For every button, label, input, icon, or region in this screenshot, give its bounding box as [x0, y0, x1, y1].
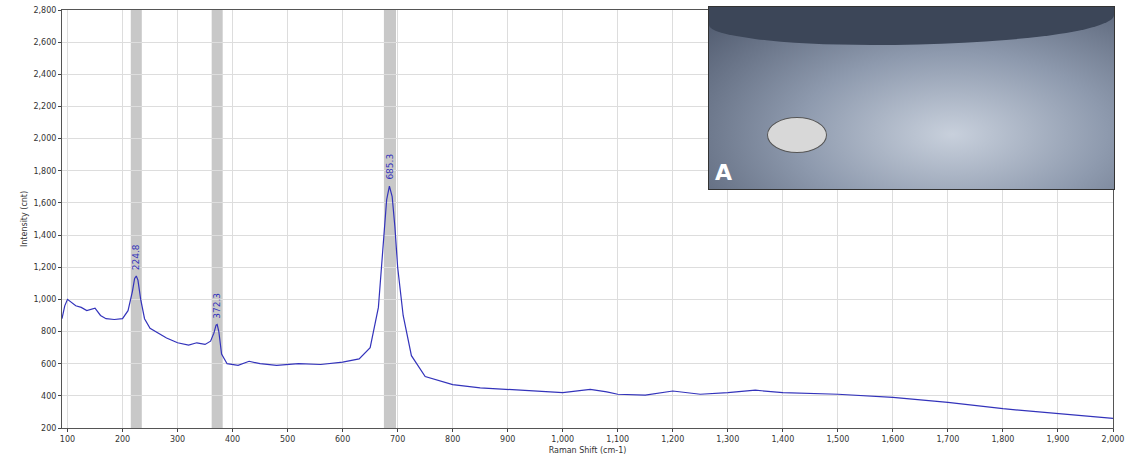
- svg-text:100: 100: [60, 435, 75, 444]
- svg-text:1,200: 1,200: [33, 263, 56, 272]
- svg-text:1,000: 1,000: [33, 295, 56, 304]
- svg-text:1,400: 1,400: [33, 231, 56, 240]
- html-text:A: A: [715, 160, 732, 185]
- svg-text:700: 700: [390, 435, 405, 444]
- svg-text:600: 600: [41, 359, 56, 368]
- svg-text:1,400: 1,400: [771, 435, 794, 444]
- svg-text:1,100: 1,100: [606, 435, 629, 444]
- svg-text:2,600: 2,600: [33, 38, 56, 47]
- svg-text:800: 800: [445, 435, 460, 444]
- svg-text:685.3: 685.3: [385, 154, 395, 180]
- svg-text:500: 500: [280, 435, 295, 444]
- svg-text:2,400: 2,400: [33, 70, 56, 79]
- svg-text:Raman Shift (cm-1): Raman Shift (cm-1): [549, 446, 627, 455]
- svg-text:1,800: 1,800: [991, 435, 1014, 444]
- svg-text:2,200: 2,200: [33, 102, 56, 111]
- svg-text:2,000: 2,000: [1102, 435, 1125, 444]
- svg-text:1,500: 1,500: [826, 435, 849, 444]
- svg-text:224.8: 224.8: [131, 244, 141, 270]
- svg-text:1,800: 1,800: [33, 167, 56, 176]
- svg-text:200: 200: [41, 424, 56, 433]
- svg-text:800: 800: [41, 327, 56, 336]
- svg-text:600: 600: [335, 435, 350, 444]
- svg-text:Intensity (cnt): Intensity (cnt): [20, 191, 29, 247]
- svg-text:1,300: 1,300: [716, 435, 739, 444]
- svg-text:400: 400: [41, 392, 56, 401]
- svg-text:2,000: 2,000: [33, 134, 56, 143]
- svg-text:1,000: 1,000: [551, 435, 574, 444]
- svg-text:1,600: 1,600: [881, 435, 904, 444]
- svg-text:400: 400: [225, 435, 240, 444]
- svg-text:900: 900: [500, 435, 515, 444]
- svg-text:300: 300: [170, 435, 185, 444]
- svg-text:200: 200: [115, 435, 130, 444]
- svg-text:372.3: 372.3: [212, 293, 222, 319]
- svg-text:2,800: 2,800: [33, 6, 56, 15]
- svg-text:1,700: 1,700: [936, 435, 959, 444]
- svg-text:1,600: 1,600: [33, 199, 56, 208]
- svg-text:1,900: 1,900: [1047, 435, 1070, 444]
- svg-text:1,200: 1,200: [661, 435, 684, 444]
